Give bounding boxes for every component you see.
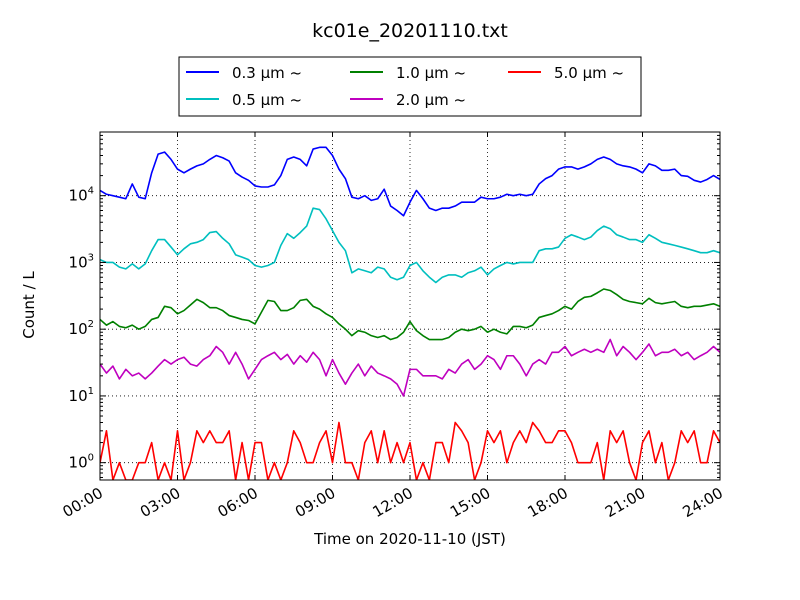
series-line-3 (100, 338, 720, 397)
legend-label-0: 0.3 μm ~ (232, 64, 302, 82)
y-tick-base: 10 (69, 253, 88, 271)
y-tick-exponent: 3 (88, 252, 94, 263)
series-line-4 (100, 421, 720, 480)
y-tick-label: 102 (69, 319, 94, 338)
y-tick-base: 10 (69, 187, 88, 205)
y-tick-exponent: 1 (88, 386, 94, 397)
x-axis-label: Time on 2020-11-10 (JST) (313, 530, 506, 548)
grid-lines (100, 132, 720, 480)
series-line-2 (100, 288, 720, 341)
y-tick-exponent: 4 (88, 186, 94, 197)
series-layer (100, 146, 720, 480)
y-tick-label: 101 (69, 386, 94, 405)
y-tick-base: 10 (69, 387, 88, 405)
legend-label-3: 2.0 μm ~ (396, 91, 466, 109)
legend: 0.3 μm ~ 0.5 μm ~ 1.0 μm ~ 2.0 μm ~ 5.0 μm ~ (178, 56, 642, 117)
series-line-1 (100, 207, 720, 284)
legend-label-2: 1.0 μm ~ (396, 64, 466, 82)
chart-title: kc01e_20201110.txt (312, 20, 508, 42)
legend-label-4: 5.0 μm ~ (554, 64, 624, 82)
legend-label-1: 0.5 μm ~ (232, 91, 302, 109)
series-line-0 (100, 146, 720, 217)
y-tick-base: 10 (69, 454, 88, 472)
y-tick-label: 103 (69, 252, 94, 271)
legend-box (178, 56, 642, 117)
y-tick-label: 104 (69, 186, 94, 205)
y-axis-label: Count / L (20, 271, 38, 339)
y-tick-base: 10 (69, 320, 88, 338)
axis-ticks (99, 131, 721, 480)
y-tick-exponent: 2 (88, 319, 94, 330)
y-tick-exponent: 0 (88, 453, 94, 464)
y-tick-label: 100 (69, 453, 94, 472)
